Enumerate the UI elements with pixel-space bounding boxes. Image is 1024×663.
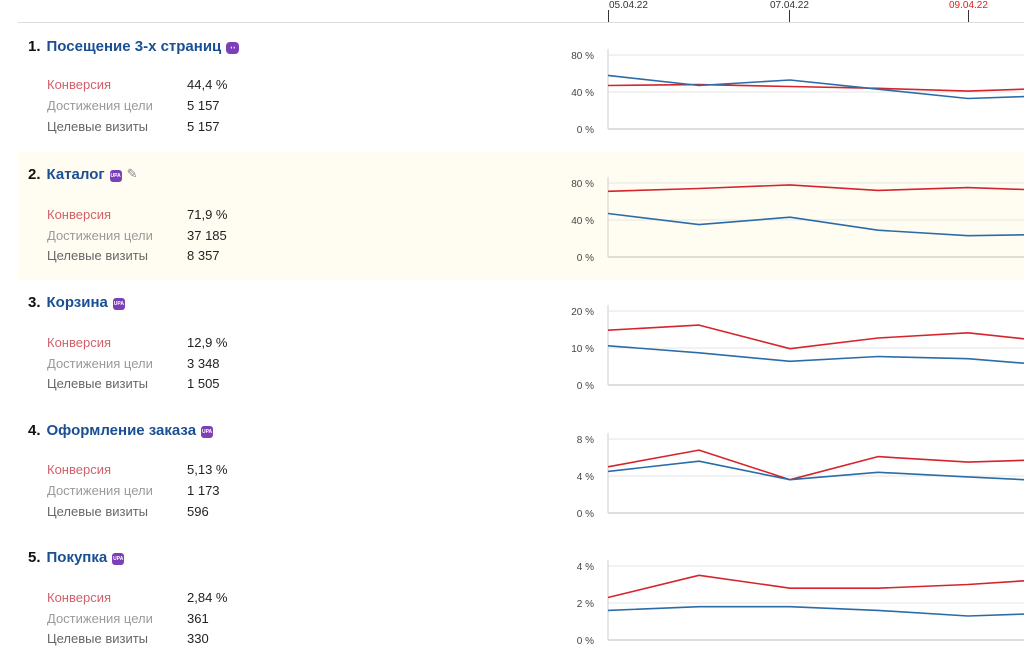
series-line-red <box>607 449 1024 481</box>
date-label: 05.04.22 <box>609 0 648 11</box>
y-tick-label: 0 % <box>577 125 594 136</box>
goal-title: 2. Каталог UPA ✎ <box>28 166 138 183</box>
goal-title: 3. Корзина UPA <box>28 294 125 311</box>
metric-value: 2,84 % <box>187 590 228 605</box>
metric-value: 71,9 % <box>187 207 228 222</box>
goal-number: 2. <box>28 166 41 183</box>
metric-label: Конверсия <box>47 335 112 350</box>
series-line-blue <box>607 345 1024 364</box>
date-tick <box>968 10 969 23</box>
goal-title: 5. Покупка UPA <box>28 549 125 566</box>
metric-label: Конверсия <box>47 462 112 477</box>
metric-value: 8 357 <box>187 248 220 263</box>
goal-name-link[interactable]: Каталог <box>46 166 105 183</box>
metric-value: 330 <box>187 631 209 646</box>
metric-label: Конверсия <box>47 590 112 605</box>
metric-label: Целевые визиты <box>47 119 149 134</box>
metric-value: 5,13 % <box>187 462 228 477</box>
series-line-red <box>607 324 1024 350</box>
goal-title: 1. Посещение 3-х страниц ◖◗ <box>28 38 240 55</box>
goal-row: 4. Оформление заказа UPA Конверсия 5,13 % Д… <box>18 408 1024 536</box>
upa-badge-icon: UPA <box>112 298 125 310</box>
series-line-blue <box>607 74 1024 100</box>
goal-chart: 0 % 40 % 80 % <box>571 49 1024 136</box>
series-line-blue <box>607 605 1024 617</box>
goal-oval-icon[interactable]: ◖◗ <box>226 42 240 54</box>
metric-value: 596 <box>187 504 209 519</box>
y-tick-label: 0 % <box>577 381 594 392</box>
goal-name-link[interactable]: Посещение 3-х страниц <box>46 38 222 55</box>
pencil-icon[interactable]: ✎ <box>126 166 138 181</box>
goal-title: 4. Оформление заказа UPA <box>28 422 214 439</box>
metric-label: Конверсия <box>47 207 112 222</box>
y-tick-label: 40 % <box>571 88 594 99</box>
date-tick <box>608 10 609 23</box>
y-tick-label: 80 % <box>571 179 594 190</box>
y-tick-label: 8 % <box>577 435 594 446</box>
goal-number: 1. <box>28 38 41 55</box>
header-divider <box>18 22 1024 23</box>
goal-row: 2. Каталог UPA ✎ Конверсия 71,9 % Достижения… <box>18 152 1024 280</box>
date-label: 07.04.22 <box>770 0 809 11</box>
y-tick-label: 0 % <box>577 509 594 520</box>
metric-label: Конверсия <box>47 77 112 92</box>
metric-value: 1 505 <box>187 376 220 391</box>
goal-chart: 0 % 4 % 8 % <box>577 433 1024 520</box>
y-tick-label: 0 % <box>577 636 594 647</box>
y-tick-label: 0 % <box>577 253 594 264</box>
metric-label: Целевые визиты <box>47 631 149 646</box>
goal-name-link[interactable]: Покупка <box>46 549 108 566</box>
y-tick-label: 10 % <box>571 344 594 355</box>
metric-label: Целевые визиты <box>47 248 149 263</box>
metric-value: 1 173 <box>187 483 220 498</box>
series-line-red <box>607 574 1024 599</box>
goal-chart: 0 % 40 % 80 % <box>571 177 1024 264</box>
date-axis: 05.04.22 07.04.22 09.04.22 <box>0 0 1024 23</box>
y-tick-label: 80 % <box>571 51 594 62</box>
date-label-holiday: 09.04.22 <box>949 0 988 11</box>
metric-value: 3 348 <box>187 356 220 371</box>
series-line-red <box>607 184 1024 193</box>
y-tick-label: 4 % <box>577 562 594 573</box>
goal-row: 1. Посещение 3-х страниц ◖◗ Конверсия 44,4 … <box>18 24 1024 152</box>
goal-row: 5. Покупка UPA Конверсия 2,84 % Достижения … <box>18 535 1024 663</box>
upa-badge-icon: UPA <box>109 170 122 182</box>
goal-number: 3. <box>28 294 41 311</box>
goal-row: 3. Корзина UPA Конверсия 12,9 % Достижения … <box>18 280 1024 408</box>
metric-label: Достижения цели <box>47 98 153 113</box>
y-tick-label: 40 % <box>571 216 594 227</box>
upa-badge-icon: UPA <box>201 426 214 438</box>
goal-name-link[interactable]: Корзина <box>46 294 108 311</box>
metric-label: Целевые визиты <box>47 504 149 519</box>
y-tick-label: 4 % <box>577 472 594 483</box>
y-tick-label: 20 % <box>571 307 594 318</box>
date-tick <box>789 10 790 23</box>
metric-label: Достижения цели <box>47 356 153 371</box>
metric-label: Целевые визиты <box>47 376 149 391</box>
metric-value: 361 <box>187 611 209 626</box>
metric-value: 5 157 <box>187 98 220 113</box>
goal-chart: 0 % 10 % 20 % <box>571 305 1024 392</box>
series-line-red <box>607 83 1024 92</box>
metric-value: 37 185 <box>187 228 227 243</box>
metric-value: 12,9 % <box>187 335 228 350</box>
goal-number: 4. <box>28 422 41 439</box>
y-tick-label: 2 % <box>577 599 594 610</box>
metric-label: Достижения цели <box>47 228 153 243</box>
metric-value: 44,4 % <box>187 77 228 92</box>
goal-name-link[interactable]: Оформление заказа <box>46 422 197 439</box>
series-line-blue <box>607 212 1024 237</box>
upa-badge-icon: UPA <box>112 553 125 565</box>
metric-label: Достижения цели <box>47 611 153 626</box>
goal-number: 5. <box>28 549 41 566</box>
series-line-blue <box>607 460 1024 481</box>
goal-chart: 0 % 2 % 4 % <box>577 560 1024 647</box>
metric-value: 5 157 <box>187 119 220 134</box>
metric-label: Достижения цели <box>47 483 153 498</box>
